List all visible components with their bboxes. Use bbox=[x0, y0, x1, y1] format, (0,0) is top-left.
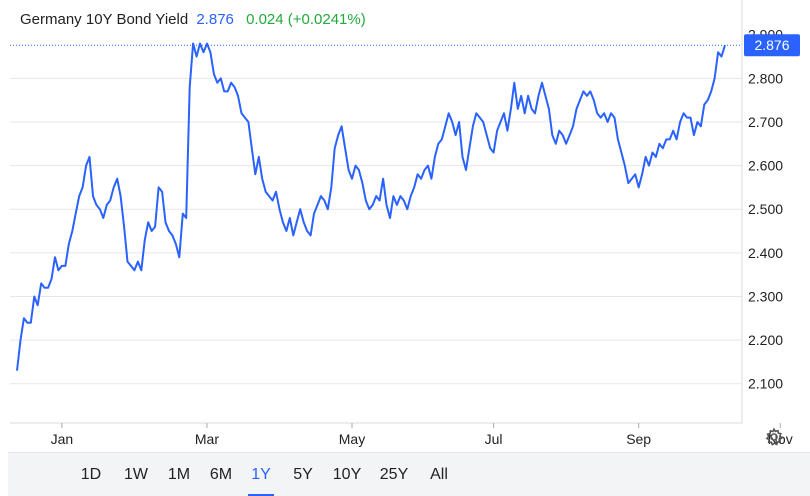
x-tick-label: May bbox=[339, 431, 365, 447]
y-tick-label: 2.400 bbox=[748, 245, 783, 261]
price-change: 0.024 (+0.0241%) bbox=[246, 11, 366, 28]
y-tick-label: 2.500 bbox=[748, 201, 783, 217]
last-price-badge bbox=[744, 34, 800, 57]
range-button-6m[interactable]: 6M bbox=[209, 466, 233, 483]
y-tick-label: 2.200 bbox=[748, 332, 783, 348]
range-button-all[interactable]: All bbox=[430, 466, 448, 483]
yield-line-chart: 2.9002.8002.7002.6002.5002.4002.3002.200… bbox=[10, 0, 800, 447]
current-price: 2.876 bbox=[196, 11, 234, 28]
y-tick-label: 2.800 bbox=[748, 70, 783, 86]
x-tick-label: Jul bbox=[485, 431, 503, 447]
y-tick-label: 2.300 bbox=[748, 288, 783, 304]
range-button-1w[interactable]: 1W bbox=[124, 466, 148, 483]
range-button-5y[interactable]: 5Y bbox=[293, 466, 313, 483]
range-button-1m[interactable]: 1M bbox=[167, 466, 191, 483]
y-tick-label: 2.700 bbox=[748, 114, 783, 130]
range-button-10y[interactable]: 10Y bbox=[332, 466, 362, 483]
chart-header: Germany 10Y Bond Yield 2.876 0.024 (+0.0… bbox=[20, 11, 366, 28]
yield-series-line bbox=[16, 42, 726, 371]
y-tick-label: 2.100 bbox=[748, 376, 783, 392]
y-tick-label: 2.600 bbox=[748, 158, 783, 174]
x-tick-label: Jan bbox=[51, 431, 74, 447]
range-button-1y[interactable]: 1Y bbox=[248, 453, 274, 496]
time-range-selector: 1D 1W 1M 6M 1Y 5Y 10Y 25Y All bbox=[8, 452, 810, 496]
instrument-title: Germany 10Y Bond Yield bbox=[20, 11, 189, 28]
x-tick-label: Sep bbox=[626, 431, 651, 447]
x-tick-label: Mar bbox=[195, 431, 219, 447]
settings-gear-icon[interactable] bbox=[764, 427, 784, 447]
last-price-label: 2.876 bbox=[754, 37, 789, 53]
range-button-25y[interactable]: 25Y bbox=[379, 466, 409, 483]
range-button-1d[interactable]: 1D bbox=[80, 466, 102, 483]
